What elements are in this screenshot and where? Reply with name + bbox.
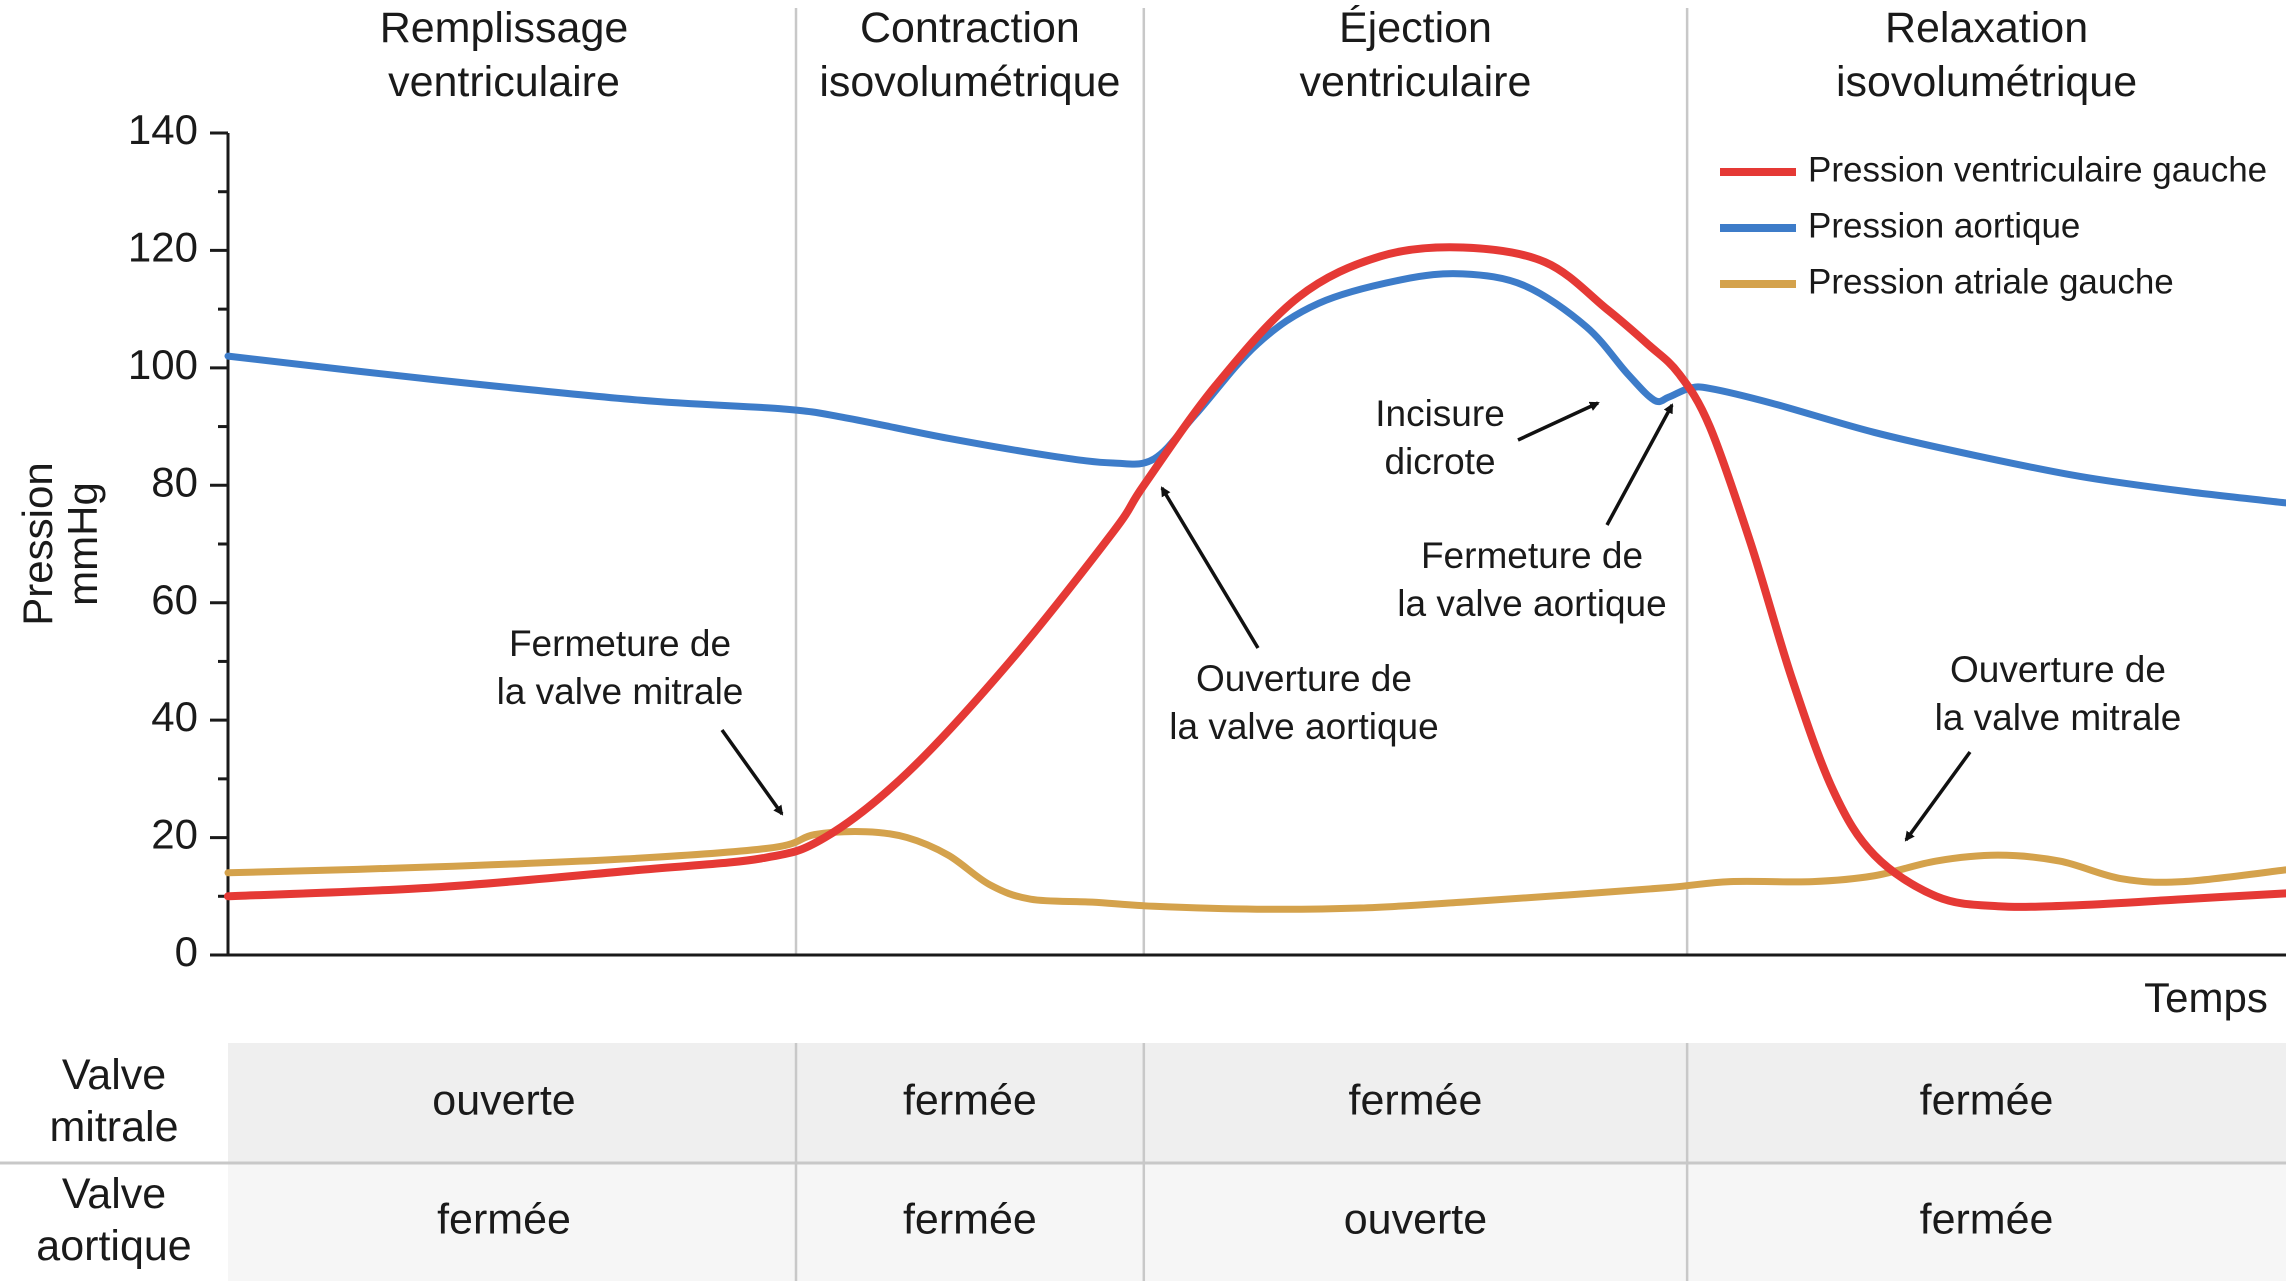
left-ventricular-pressure-line	[224, 243, 2286, 911]
phase-title: Éjection	[1339, 4, 1492, 52]
table-row-header: Valve	[62, 1051, 166, 1099]
annotation-arrow	[1904, 750, 1972, 842]
series-lines	[224, 243, 2286, 913]
x-axis-title: Temps	[2144, 974, 2268, 1021]
table-cell: fermée	[903, 1076, 1037, 1124]
phase-title: Contraction	[860, 4, 1080, 52]
annotation-text: la valve aortique	[1169, 706, 1438, 747]
phase-title: Remplissage	[380, 4, 629, 52]
y-axis-title-line1: Pression	[14, 462, 61, 625]
annotation-arrow	[1160, 486, 1260, 649]
phase-title: Relaxation	[1885, 4, 2088, 52]
y-tick-label: 100	[128, 341, 198, 388]
annotation-text: la valve mitrale	[1935, 697, 2182, 738]
legend-label: Pression ventriculaire gauche	[1808, 150, 2267, 189]
aortic-pressure-line	[224, 270, 2286, 507]
mitral-row-background	[228, 1043, 2286, 1162]
y-tick-label: 40	[151, 693, 198, 740]
annotation-arrow	[1605, 403, 1674, 526]
y-tick-label: 120	[128, 224, 198, 271]
phase-title: isovolumétrique	[819, 58, 1120, 106]
annotations: Fermeture de la valve mitrale Ouverture de…	[497, 393, 2182, 842]
left-atrial-pressure-line	[224, 828, 2286, 913]
phase-title: ventriculaire	[388, 58, 620, 106]
annotation-text: Fermeture de	[509, 623, 731, 664]
table-row-header: mitrale	[49, 1103, 178, 1151]
phase-title: isovolumétrique	[1836, 58, 2137, 106]
table-cell: fermée	[903, 1195, 1037, 1243]
table-cell: fermée	[1920, 1195, 2054, 1243]
y-axis: 0 20 40 60 80 100 120 140	[128, 106, 2286, 975]
y-tick-label: 80	[151, 458, 198, 505]
annotation-text: Incisure	[1375, 393, 1505, 434]
legend-label: Pression atriale gauche	[1808, 262, 2174, 301]
legend-label: Pression aortique	[1808, 206, 2080, 245]
annotation-text: dicrote	[1384, 441, 1495, 482]
table-row-header: Valve	[62, 1170, 166, 1218]
table-cell: fermée	[1920, 1076, 2054, 1124]
y-axis-title-line2: mmHg	[59, 482, 106, 606]
table-cell: fermée	[1349, 1076, 1483, 1124]
phase-titles: Remplissage ventriculaire Contraction isovo…	[380, 4, 2137, 106]
annotation-text: la valve aortique	[1397, 583, 1666, 624]
annotation-text: Ouverture de	[1196, 658, 1412, 699]
valve-table-background	[0, 1043, 2286, 1281]
table-row-header: aortique	[36, 1222, 191, 1270]
annotation-text: la valve mitrale	[497, 671, 744, 712]
table-cell: fermée	[437, 1195, 571, 1243]
phase-title: ventriculaire	[1300, 58, 1532, 106]
annotation-arrow	[1517, 401, 1600, 442]
aortic-row-background	[228, 1164, 2286, 1281]
y-tick-label: 20	[151, 811, 198, 858]
y-tick-label: 60	[151, 576, 198, 623]
annotation-text: Fermeture de	[1421, 535, 1643, 576]
annotation-text: Ouverture de	[1950, 649, 2166, 690]
table-cell: ouverte	[1344, 1195, 1487, 1243]
legend: Pression ventriculaire gauche Pression ao…	[1720, 150, 2267, 301]
table-cell: ouverte	[432, 1076, 575, 1124]
annotation-arrow	[720, 728, 784, 816]
phase-dividers	[794, 8, 1689, 1281]
y-tick-label: 0	[175, 928, 198, 975]
y-tick-label: 140	[128, 106, 198, 153]
